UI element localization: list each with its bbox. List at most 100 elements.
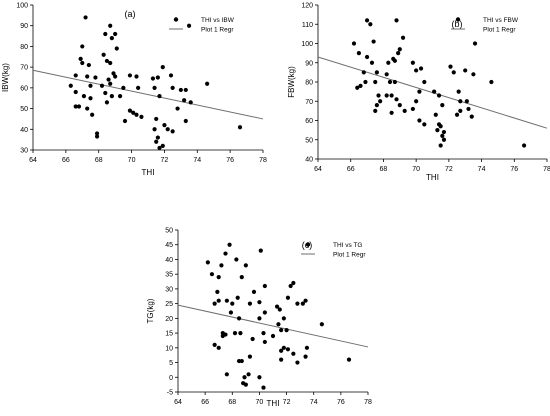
data-point	[356, 51, 361, 56]
x-tick-label: 66	[347, 166, 355, 173]
y-tick-label: 80	[20, 44, 28, 51]
y-tick-label: 40	[305, 157, 313, 164]
data-point	[212, 301, 217, 306]
y-tick-label: 40	[20, 127, 28, 134]
data-point	[78, 56, 83, 61]
y-tick-label: 5	[169, 360, 173, 367]
data-point	[108, 23, 113, 28]
data-point	[85, 106, 90, 111]
data-point	[276, 322, 281, 327]
data-point	[227, 242, 232, 247]
x-axis-label: THI	[426, 173, 439, 182]
data-point	[150, 76, 156, 81]
data-point	[522, 143, 527, 148]
data-point	[113, 74, 118, 79]
legend-label-scatter: THI vs TG	[333, 242, 363, 249]
y-tick-label: 120	[301, 3, 313, 10]
x-tick-label: 70	[412, 166, 420, 173]
data-point	[279, 328, 284, 333]
data-point	[83, 15, 88, 20]
data-point	[364, 18, 370, 23]
data-point	[154, 139, 159, 144]
data-point	[432, 89, 437, 94]
data-point	[277, 307, 282, 312]
legend: THI vs TG Plot 1 Regr	[301, 242, 366, 259]
x-tick-label: 72	[445, 166, 453, 173]
data-point	[346, 357, 352, 362]
data-point	[134, 112, 139, 117]
data-point	[80, 44, 85, 49]
data-point	[288, 283, 293, 289]
data-point	[274, 304, 280, 309]
regression-line	[177, 304, 369, 348]
legend-label-scatter: THI vs FBW	[483, 17, 519, 24]
data-point	[216, 345, 221, 350]
data-point	[216, 275, 221, 280]
data-point	[458, 99, 463, 104]
data-point	[85, 74, 90, 79]
data-point	[236, 316, 242, 321]
data-point	[435, 128, 440, 133]
data-point	[414, 99, 419, 104]
data-point	[127, 73, 133, 78]
data-point	[295, 301, 300, 306]
data-point	[387, 79, 393, 85]
x-tick-label: 74	[310, 399, 318, 406]
data-point	[117, 94, 123, 99]
x-tick-label: 68	[380, 166, 388, 173]
data-point	[378, 99, 383, 104]
y-tick-label: 70	[20, 65, 28, 72]
data-point	[121, 85, 126, 90]
data-point	[235, 295, 240, 300]
y-tick-label: 50	[20, 106, 28, 113]
data-point	[270, 333, 276, 339]
data-point	[261, 385, 266, 390]
data-point	[88, 96, 93, 101]
data-point	[472, 41, 478, 46]
data-point	[93, 75, 98, 80]
data-point	[186, 23, 192, 28]
y-axis-label: FBW(kg)	[287, 66, 296, 98]
data-point	[73, 89, 78, 95]
data-point	[157, 94, 162, 99]
data-point	[358, 83, 363, 88]
data-point	[131, 110, 136, 115]
data-point	[295, 360, 300, 365]
scatter-panel-2: 64 66 68 70 72 74 76 78 40 50 60 70 80 90 100 110 120 THI…	[287, 3, 550, 183]
data-point	[438, 124, 443, 129]
x-tick-label: 78	[543, 166, 550, 173]
data-point	[104, 100, 110, 105]
data-point	[182, 98, 187, 103]
y-tick-label: 50	[305, 137, 313, 144]
data-point	[152, 85, 157, 90]
data-point	[257, 375, 262, 380]
data-point	[291, 280, 296, 286]
data-point	[103, 90, 108, 96]
data-point	[402, 108, 407, 113]
data-point	[219, 263, 224, 268]
data-point	[239, 358, 244, 364]
data-point	[258, 248, 263, 253]
data-point	[355, 85, 360, 90]
legend-label-regression: Plot 1 Regr	[201, 27, 234, 34]
data-point	[368, 22, 373, 27]
data-point	[394, 18, 399, 23]
data-point	[410, 60, 415, 65]
data-point	[109, 94, 114, 99]
data-point	[106, 77, 111, 82]
data-point	[81, 94, 87, 99]
data-point	[232, 330, 238, 336]
data-point	[392, 58, 397, 63]
data-point	[363, 79, 368, 85]
data-point	[243, 382, 248, 387]
data-point	[440, 103, 445, 108]
data-point	[389, 110, 394, 115]
data-point	[262, 310, 267, 315]
data-point	[209, 272, 215, 277]
data-point	[374, 103, 379, 108]
data-point	[224, 298, 229, 303]
data-point	[157, 145, 162, 151]
legend: THI vs IBW Plot 1 Regr	[169, 17, 235, 34]
data-point	[127, 108, 133, 113]
